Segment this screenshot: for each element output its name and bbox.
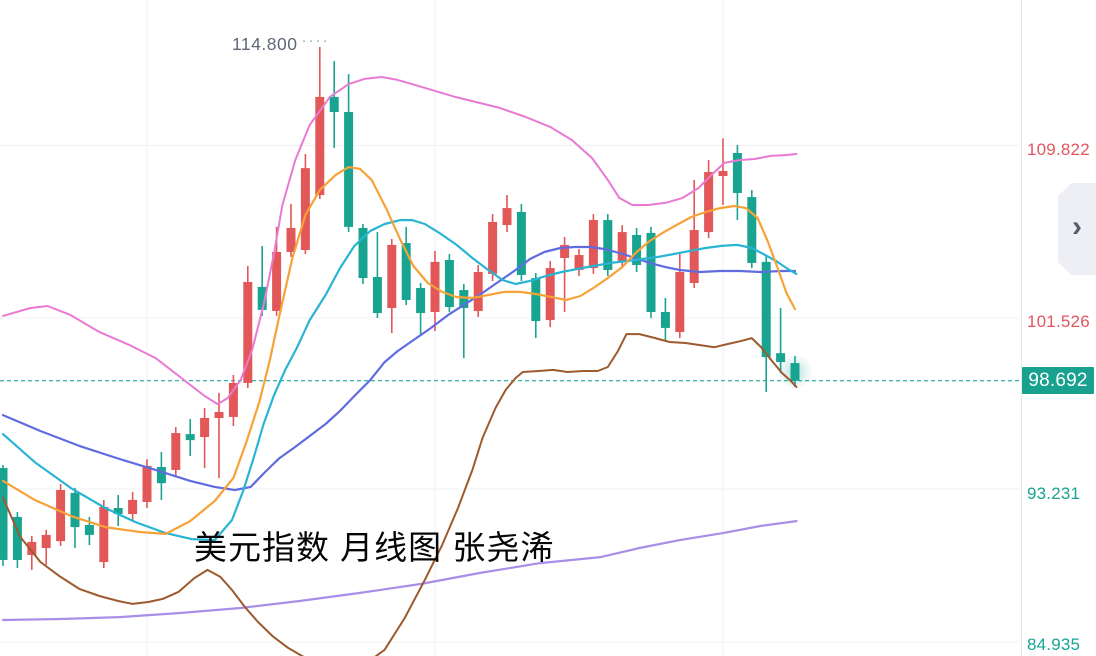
candle[interactable]: [430, 250, 440, 332]
grid-lines: [0, 0, 1020, 656]
price-chart[interactable]: [0, 0, 1021, 656]
chevron-right-icon: ›: [1072, 210, 1082, 243]
overlay-line-ma-cyan: [1, 219, 798, 542]
overlay-line-ma-orange: [1, 166, 797, 536]
candle[interactable]: [632, 227, 642, 273]
candle[interactable]: [488, 214, 498, 281]
overlay-line-ma-blue: [1, 245, 797, 492]
axis-price-label: 93.231: [1027, 483, 1081, 503]
candle[interactable]: [588, 214, 598, 274]
candle[interactable]: [747, 190, 757, 269]
candle[interactable]: [660, 297, 670, 341]
candle[interactable]: [732, 144, 742, 221]
candlestick-series[interactable]: [0, 47, 800, 570]
candle[interactable]: [761, 256, 771, 392]
price-axis[interactable]: 109.822 101.526 98.692 93.231 84.935: [1021, 0, 1096, 656]
panel-expand-tab[interactable]: ›: [1058, 183, 1096, 275]
candle[interactable]: [27, 535, 37, 570]
axis-price-label: 101.526: [1027, 312, 1090, 331]
candle[interactable]: [243, 266, 253, 388]
candle[interactable]: [545, 261, 555, 328]
candle[interactable]: [416, 283, 426, 335]
candle[interactable]: [113, 494, 123, 527]
candle[interactable]: [315, 47, 325, 199]
candle[interactable]: [646, 226, 656, 318]
candle[interactable]: [41, 529, 51, 565]
candle[interactable]: [200, 408, 210, 469]
candle[interactable]: [776, 308, 786, 374]
candle[interactable]: [574, 249, 584, 276]
candle[interactable]: [372, 232, 382, 318]
candle[interactable]: [790, 356, 800, 387]
candle[interactable]: [444, 254, 454, 312]
axis-price-label: 84.935: [1027, 635, 1081, 654]
candle[interactable]: [516, 203, 526, 281]
candle[interactable]: [689, 179, 699, 288]
candle[interactable]: [128, 492, 138, 521]
candle[interactable]: [214, 392, 224, 478]
candle[interactable]: [459, 284, 469, 359]
candle[interactable]: [401, 226, 411, 305]
overlay-line-bollinger-upper-pink: [2, 76, 798, 406]
overlay-line-bollinger-lower-brown: [2, 333, 798, 656]
candle[interactable]: [286, 203, 296, 257]
current-price-tag: 98.692: [1022, 367, 1094, 395]
candle[interactable]: [603, 214, 613, 276]
candle[interactable]: [56, 483, 66, 546]
candle[interactable]: [704, 160, 714, 239]
candle[interactable]: [675, 251, 685, 339]
candle[interactable]: [185, 419, 195, 457]
peak-price-text: 114.800: [232, 34, 298, 54]
axis-price-label: 109.822: [1027, 140, 1090, 160]
candle[interactable]: [300, 154, 310, 255]
candle[interactable]: [531, 273, 541, 339]
peak-price-label: 114.800 ····: [232, 31, 330, 55]
candle[interactable]: [387, 238, 397, 334]
peak-dotted-connector: ····: [301, 31, 330, 49]
candle[interactable]: [99, 499, 109, 569]
candle[interactable]: [228, 374, 238, 427]
candle[interactable]: [718, 138, 728, 205]
candle[interactable]: [156, 452, 166, 500]
candle[interactable]: [257, 245, 267, 316]
candle[interactable]: [329, 61, 339, 149]
candle[interactable]: [12, 511, 22, 569]
candle[interactable]: [502, 195, 512, 233]
candle[interactable]: [358, 224, 368, 285]
overlay-line-ma-lavender-slow: [1, 519, 798, 622]
candle[interactable]: [473, 264, 483, 317]
candle[interactable]: [344, 74, 354, 233]
candle[interactable]: [171, 427, 181, 476]
chart-title-watermark: 美元指数 月线图 张尧浠: [194, 529, 555, 566]
